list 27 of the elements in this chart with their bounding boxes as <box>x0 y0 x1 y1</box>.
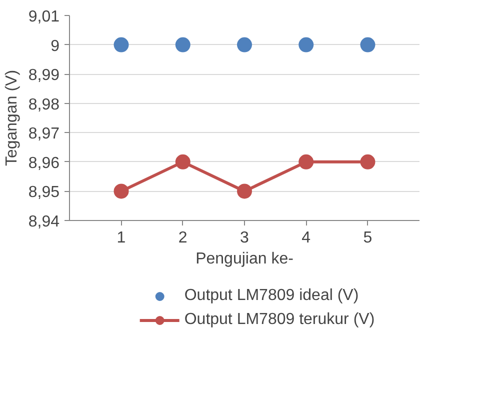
x-axis-title: Pengujian ke- <box>196 250 294 268</box>
x-tick-label: 1 <box>116 230 126 246</box>
legend-label: Output LM7809 terukur (V) <box>184 310 375 328</box>
point <box>237 37 252 52</box>
legend-label: Output LM7809 ideal (V) <box>184 286 359 304</box>
x-tick-label: 2 <box>178 230 188 246</box>
y-tick-label: 9 <box>50 38 60 55</box>
point <box>114 184 129 199</box>
y-tick-label: 8,99 <box>28 67 60 84</box>
point <box>237 184 252 199</box>
y-tick-label: 8,97 <box>28 126 60 143</box>
point <box>298 154 314 170</box>
y-tick-label: 8,98 <box>28 96 60 114</box>
y-tick-label: 9,01 <box>28 8 60 26</box>
x-tick-label: 4 <box>302 230 311 246</box>
x-tick-label: 5 <box>363 230 372 246</box>
y-tick-label: 8,95 <box>28 184 60 202</box>
y-tick-label: 8,96 <box>28 154 60 172</box>
point <box>298 37 314 52</box>
y-axis-title: Tegangan (V) <box>3 70 20 166</box>
y-tick-label: 8,94 <box>28 214 60 230</box>
x-tick-label: 3 <box>240 230 250 246</box>
point <box>360 154 376 170</box>
point <box>175 154 190 170</box>
point <box>175 37 190 52</box>
point <box>114 37 129 52</box>
point <box>360 37 376 52</box>
